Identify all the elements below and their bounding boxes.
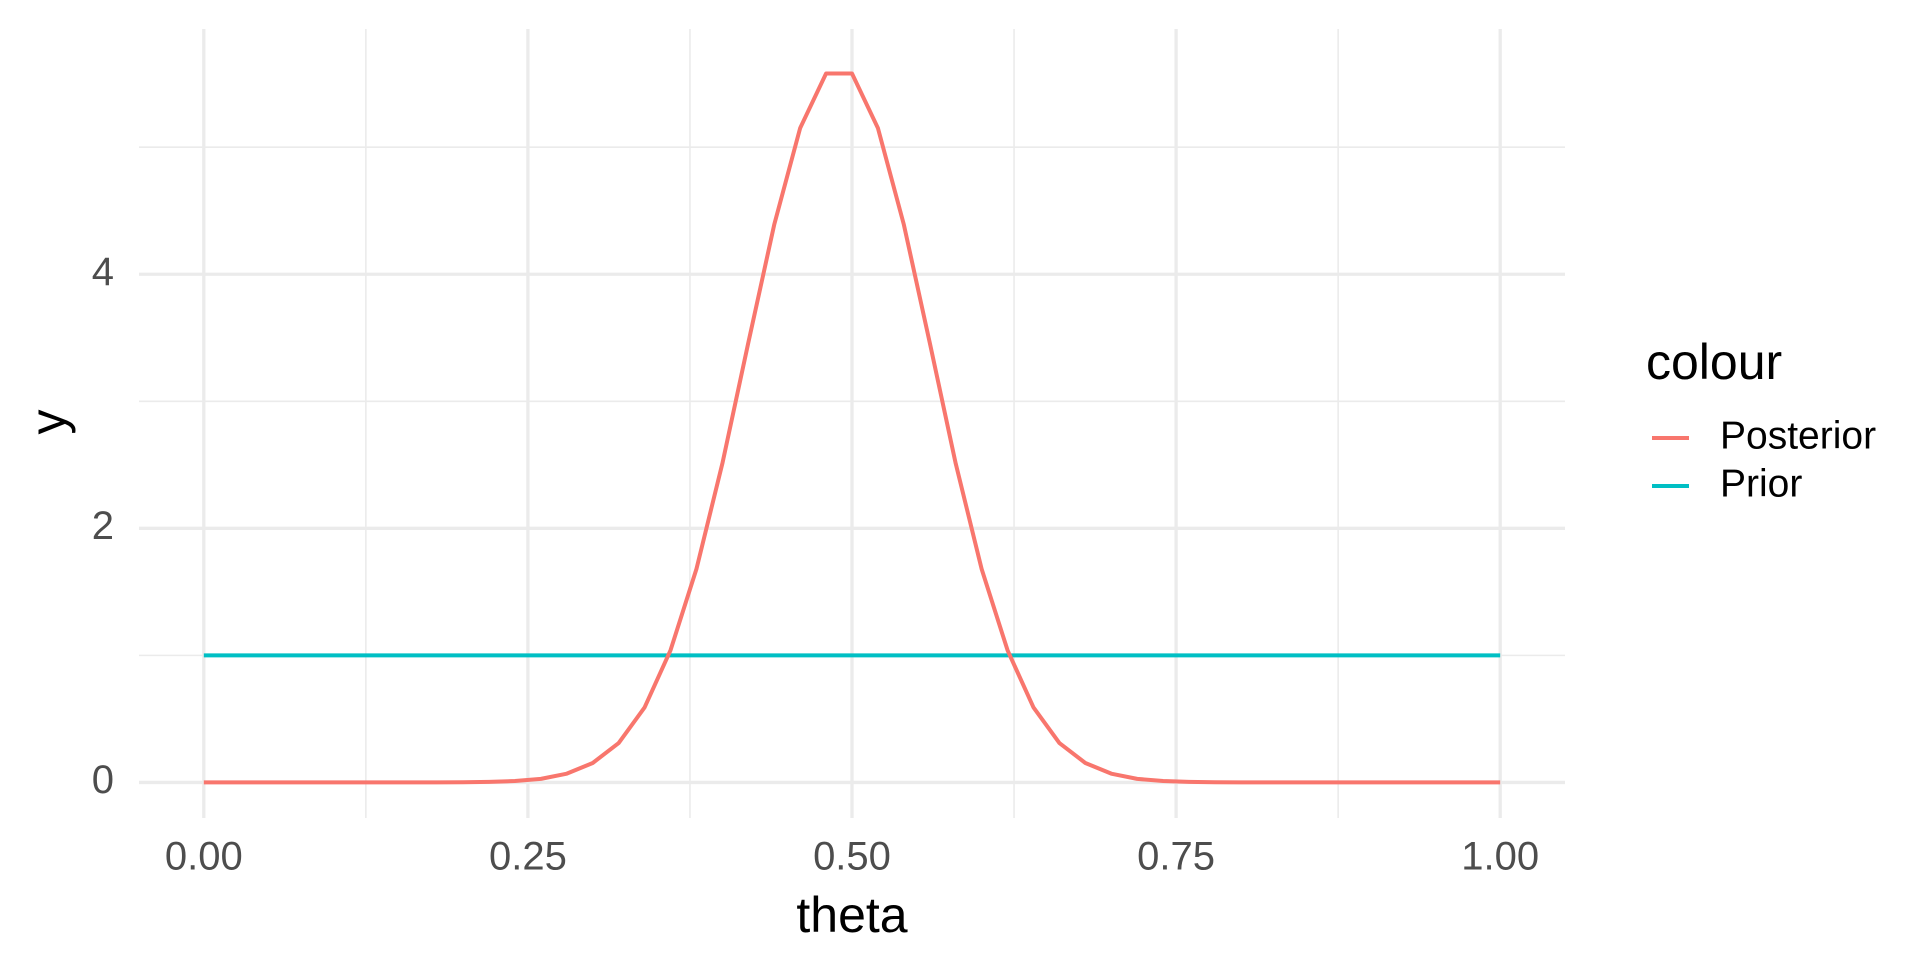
legend-label: Prior [1720,462,1802,505]
y-tick-label: 4 [92,250,114,294]
data-line [203,71,1501,785]
x-tick-label: 0.75 [1137,835,1215,879]
x-tick-label: 0.00 [165,835,243,879]
y-tick-label: 0 [92,758,114,802]
y-tick-label: 2 [92,504,114,548]
legend-label: Posterior [1720,414,1876,457]
x-tick-label: 0.50 [813,835,891,879]
y-axis-title: y [20,410,76,435]
x-tick-label: 1.00 [1461,835,1539,879]
legend-title: colour [1646,334,1782,390]
x-axis-title: theta [796,887,907,943]
x-tick-label: 0.25 [489,835,567,879]
